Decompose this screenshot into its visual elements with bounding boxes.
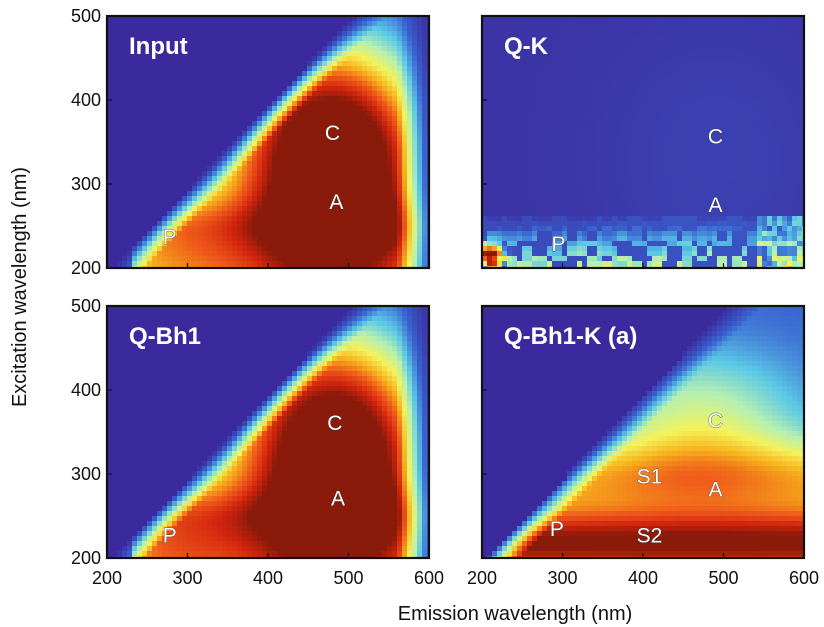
panel-1: Input C A P 200 300 400 500 — [71, 6, 431, 278]
y-tick-label: 200 — [71, 548, 101, 568]
panel-title: Q-Bh1-K (a) — [504, 323, 637, 350]
peak-label: A — [708, 478, 722, 501]
panel-title: Input — [129, 33, 188, 60]
y-tick-label: 400 — [71, 90, 101, 110]
heatmap-cells — [107, 16, 429, 268]
y-tick-label: 500 — [71, 296, 101, 316]
panel-title: Q-Bh1 — [129, 323, 201, 350]
peak-label: C — [327, 412, 342, 435]
panel-title: Q-K — [504, 33, 549, 60]
peak-label: C — [708, 125, 723, 148]
peak-label: C — [325, 122, 340, 145]
peak-label: P — [550, 518, 564, 541]
peak-label: P — [163, 226, 177, 249]
heatmap-cells — [482, 16, 804, 268]
peak-label: P — [551, 233, 565, 256]
x-tick-label: 300 — [172, 568, 202, 588]
x-tick-label: 500 — [333, 568, 363, 588]
panel-2: Q-K C A P — [480, 14, 806, 270]
x-tick-label: 200 — [92, 568, 122, 588]
x-tick-label: 200 — [467, 568, 497, 588]
y-axis-title: Excitation wavelength (nm) — [9, 167, 31, 407]
peak-label: A — [331, 488, 345, 511]
peak-label: C — [708, 409, 723, 432]
peak-label: A — [329, 191, 343, 214]
y-tick-label: 500 — [71, 6, 101, 26]
heatmap-cells — [482, 306, 804, 558]
x-tick-label: 400 — [628, 568, 658, 588]
x-tick-label: 500 — [708, 568, 738, 588]
peak-label: S2 — [637, 524, 663, 547]
x-tick-label: 400 — [253, 568, 283, 588]
y-tick-label: 300 — [71, 174, 101, 194]
x-tick-label: 600 — [414, 568, 444, 588]
x-tick-label: 300 — [547, 568, 577, 588]
y-tick-label: 200 — [71, 258, 101, 278]
peak-label: P — [163, 524, 177, 547]
panel-4: Q-Bh1-K (a) C S1 A P S2 200 300 400 500 600 — [467, 304, 819, 588]
panel-3: Q-Bh1 C A P 200 300 400 500 600 200 300 400 500 — [71, 296, 444, 588]
x-tick-label: 600 — [789, 568, 819, 588]
y-tick-label: 300 — [71, 464, 101, 484]
x-axis-title: Emission wavelength (nm) — [398, 603, 633, 625]
y-tick-label: 400 — [71, 380, 101, 400]
peak-label: A — [708, 194, 722, 217]
peak-label: S1 — [637, 466, 663, 489]
